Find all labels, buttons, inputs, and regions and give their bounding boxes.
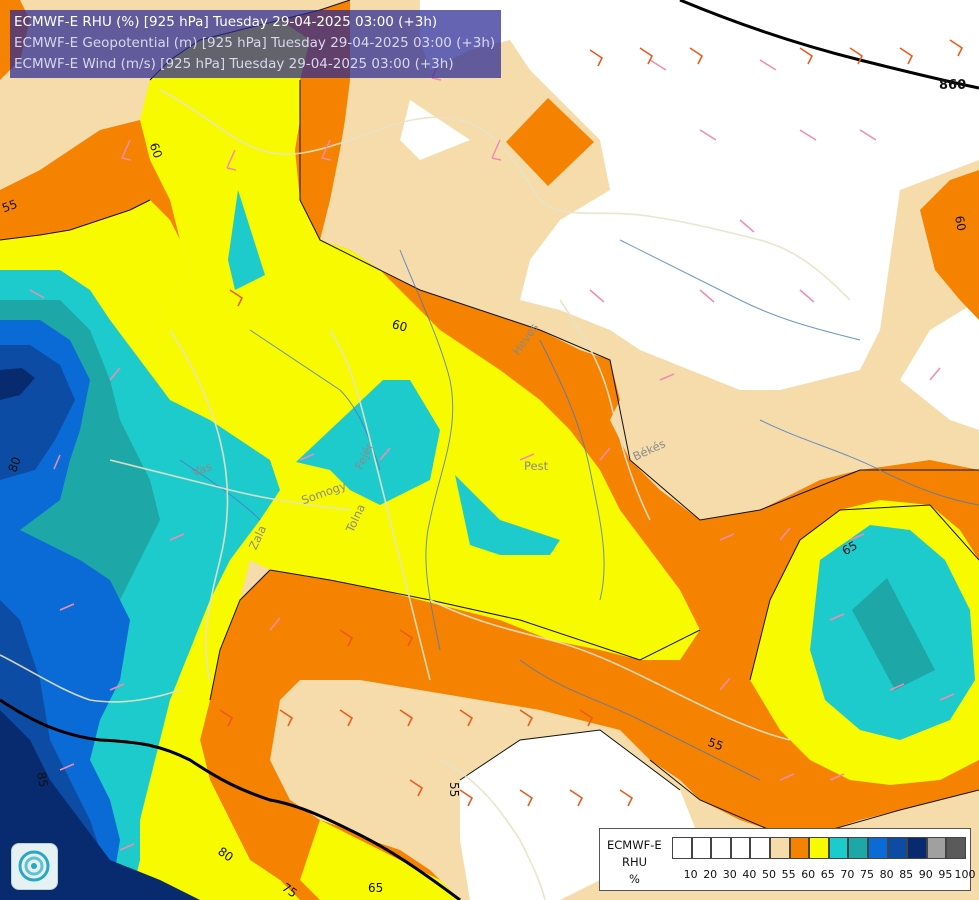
rh-60-northeast xyxy=(920,170,979,320)
wind-barbs-light xyxy=(29,59,955,851)
wind-barbs-strong xyxy=(219,39,964,807)
ecmwf-logo xyxy=(11,843,58,890)
contour-label: 55 xyxy=(0,197,19,215)
legend-tick-label: 30 xyxy=(722,868,737,881)
wind-title: ECMWF-E Wind (m/s) [925 hPa] Tuesday 29-… xyxy=(14,56,454,72)
contour-label: 85 xyxy=(34,771,50,788)
legend-swatch xyxy=(750,837,770,859)
rh-low-north xyxy=(420,0,979,390)
legend-tick-label: 85 xyxy=(899,868,914,881)
contour-label: 65 xyxy=(368,881,383,895)
contour-label: 60 xyxy=(952,215,968,232)
legend-variable: RHU xyxy=(622,855,648,869)
legend-swatch xyxy=(672,837,692,859)
rh-70-north-sliver xyxy=(228,190,265,290)
rhu-contour-labels: 60 55 60 60 80 65 55 85 80 75 65 55 xyxy=(0,141,968,900)
contour-label: 55 xyxy=(447,782,461,797)
contour-label: 55 xyxy=(706,735,725,753)
rh-low-north-tip xyxy=(400,100,470,160)
legend-tick-label: 60 xyxy=(801,868,816,881)
legend-tick-label: 10 xyxy=(683,868,698,881)
legend-swatch xyxy=(809,837,829,859)
legend-tick-label: 40 xyxy=(742,868,757,881)
contour-label: 65 xyxy=(840,538,860,558)
rh-70-central xyxy=(296,380,440,505)
map-title-box: ECMWF-E RHU (%) [925 hPa] Tuesday 29-04-… xyxy=(10,10,502,78)
rh-70-central-south xyxy=(455,475,560,555)
legend-tick-label: 90 xyxy=(918,868,933,881)
legend-ticks: 10 20 30 40 50 55 60 65 70 75 80 85 90 95 100 xyxy=(672,868,976,882)
geopotential-title: ECMWF-E Geopotential (m) [925 hPa] Tuesd… xyxy=(14,35,496,51)
geopotential-label: 860 xyxy=(939,78,966,93)
legend-swatch xyxy=(828,837,849,859)
legend-swatch xyxy=(946,837,966,859)
legend-tick-label: 55 xyxy=(781,868,796,881)
legend-tick-label: 20 xyxy=(703,868,718,881)
rh-90-west-core xyxy=(0,368,35,400)
contour-label: 80 xyxy=(5,455,23,474)
legend-swatch xyxy=(789,837,810,859)
rhu-legend: ECMWF-E RHU % 10 20 30 40 50 55 60 65 70 75 80 85 90… xyxy=(599,828,976,891)
legend-swatch xyxy=(711,837,731,859)
legend-swatch xyxy=(887,837,908,859)
legend-title: ECMWF-E xyxy=(607,838,662,852)
legend-swatches xyxy=(672,837,966,859)
borders xyxy=(0,89,851,900)
legend-tick-label: 50 xyxy=(762,868,776,881)
contour-label: 75 xyxy=(279,880,300,900)
legend-tick-label: 80 xyxy=(879,868,894,881)
legend-swatch xyxy=(691,837,712,859)
rhu-title: ECMWF-E RHU (%) [925 hPa] Tuesday 29-04-… xyxy=(14,14,438,30)
place-label-vas: Vas xyxy=(190,459,214,479)
legend-swatch xyxy=(848,837,868,859)
legend-tick-label: 100 xyxy=(954,868,976,881)
rh-65-south-strip xyxy=(300,820,460,900)
legend-tick-label: 75 xyxy=(860,868,874,881)
rh-60-north-blob xyxy=(506,98,594,186)
legend-tick-label: 70 xyxy=(840,868,855,881)
rh-75-east xyxy=(852,578,935,690)
legend-swatch xyxy=(730,837,751,859)
legend-tick-label: 65 xyxy=(820,868,835,881)
legend-unit: % xyxy=(629,872,640,886)
contour-label: 60 xyxy=(147,141,165,160)
rh-low-east xyxy=(900,300,979,430)
legend-swatch xyxy=(769,837,790,859)
place-label-pest: Pest xyxy=(524,459,549,473)
legend-swatch xyxy=(926,837,947,859)
legend-swatch xyxy=(867,837,888,859)
contour-label: 60 xyxy=(390,317,408,334)
legend-tick-label: 95 xyxy=(938,868,953,881)
legend-swatch xyxy=(907,837,927,859)
